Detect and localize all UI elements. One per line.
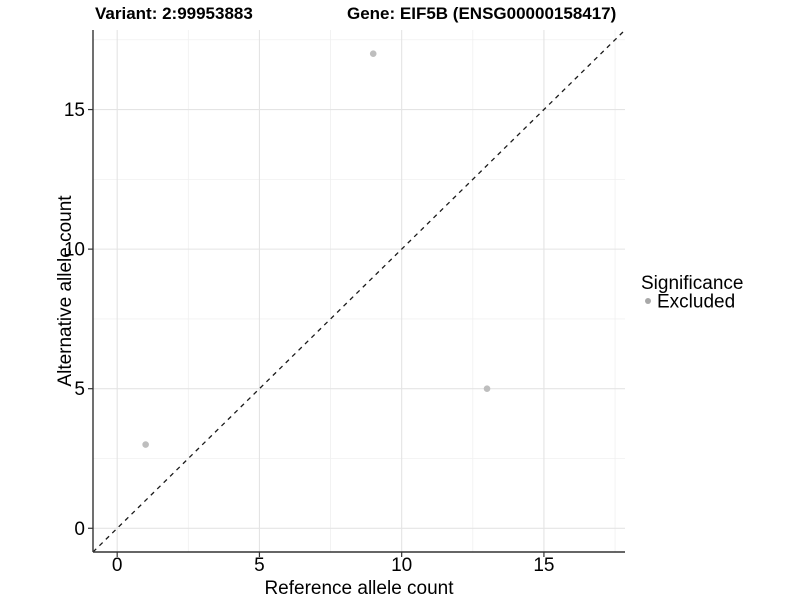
- legend: Significance Excluded: [641, 273, 743, 313]
- x-tick-label: 5: [254, 555, 265, 576]
- y-tick-label: 10: [64, 240, 85, 261]
- legend-title: Significance: [641, 273, 743, 294]
- x-axis-title: Reference allele count: [264, 578, 454, 599]
- x-tick-label: 0: [112, 555, 123, 576]
- x-tick-label: 10: [391, 555, 412, 576]
- excluded-point-swatch: [645, 298, 651, 304]
- variant-title: Variant: 2:99953883: [95, 4, 253, 23]
- gene-title: Gene: EIF5B (ENSG00000158417): [347, 4, 616, 23]
- identity-line: [92, 29, 626, 553]
- y-tick-label: 0: [74, 519, 85, 540]
- y-axis-title: Alternative allele count: [55, 195, 76, 387]
- panel: 0 5 10 15 0 5 10 15: [64, 29, 626, 576]
- y-tick-label: 15: [64, 100, 85, 121]
- x-tick-label: 15: [533, 555, 554, 576]
- data-point: [483, 385, 491, 393]
- legend-item-label: Excluded: [657, 292, 735, 313]
- y-tick-label: 5: [74, 379, 85, 400]
- data-point: [142, 441, 149, 448]
- data-point: [369, 50, 377, 58]
